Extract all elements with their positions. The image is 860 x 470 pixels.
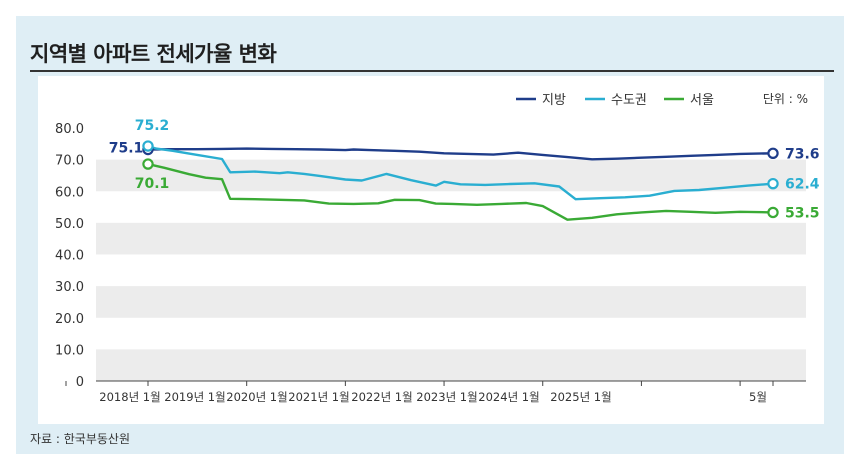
end-marker (767, 177, 779, 190)
start-value-label: 75.2 (135, 118, 170, 134)
x-tick-label: 2024년 1월 (478, 390, 539, 404)
end-marker (767, 147, 779, 160)
y-tick-label: 10.0 (55, 343, 84, 358)
grid-band (96, 222, 806, 255)
source-note: 자료 : 한국부동산원 (30, 432, 130, 446)
plot-panel: 2018년 1월 2019년 1월 2020년 1월 2021년 1월 2022년 1월… (38, 76, 824, 424)
x-tick-label: 5월 (749, 390, 767, 404)
legend-label: 수도권 (611, 93, 647, 108)
x-tick-label: 2023년 1월 (416, 390, 477, 404)
legend-label: 서울 (690, 93, 714, 108)
x-tick-label: 2020년 1월 (226, 390, 287, 404)
series-lines (147, 144, 774, 221)
grid-band (96, 159, 806, 192)
x-tick-label: 2019년 1월 (164, 390, 225, 404)
end-value-label: 53.5 (785, 205, 820, 221)
title-divider (30, 70, 834, 72)
x-tick-label: 2022년 1월 (351, 390, 412, 404)
series-line (147, 162, 774, 221)
y-axis: 0 10.0 20.0 30.0 40.0 50.0 60.0 70.0 80.0 (55, 122, 84, 390)
legend: 지방 수도권 서울 (516, 93, 714, 108)
end-value-label: 62.4 (785, 177, 820, 193)
series-line (147, 147, 774, 161)
start-marker (142, 140, 154, 152)
unit-label: 단위 : % (763, 92, 808, 106)
x-tick-label: 2021년 1월 (288, 390, 349, 404)
x-tick-label: 2018년 1월 (99, 390, 160, 404)
y-tick-label: 0 (76, 375, 84, 390)
chart-card: 지역별 아파트 전세가율 변화 2018년 1월 2019년 1월 2020년 1월… (16, 16, 844, 454)
data-labels: 75.1 73.6 75.2 62.4 70.1 53.5 (109, 118, 820, 221)
x-axis: 2018년 1월 2019년 1월 2020년 1월 2021년 1월 2022년 1월… (65, 380, 806, 404)
chart-title: 지역별 아파트 전세가율 변화 (30, 42, 277, 66)
y-tick-label: 60.0 (55, 185, 84, 200)
y-tick-label: 20.0 (55, 312, 84, 327)
y-tick-label: 70.0 (55, 154, 84, 169)
grid-bands (96, 159, 806, 381)
start-value-label: 75.1 (109, 141, 144, 157)
y-tick-label: 50.0 (55, 217, 84, 232)
start-marker (142, 158, 154, 170)
grid-band (96, 286, 806, 318)
series-markers (142, 140, 779, 219)
start-value-label: 70.1 (135, 176, 170, 192)
series-line (147, 144, 774, 201)
y-tick-label: 80.0 (55, 122, 84, 137)
y-tick-label: 40.0 (55, 249, 84, 264)
legend-label: 지방 (542, 93, 566, 108)
line-chart: 2018년 1월 2019년 1월 2020년 1월 2021년 1월 2022년 1월… (55, 92, 820, 404)
end-value-label: 73.6 (785, 146, 820, 162)
x-tick-label: 2025년 1월 (550, 390, 611, 404)
grid-band (96, 349, 806, 381)
y-tick-label: 30.0 (55, 280, 84, 295)
end-marker (767, 206, 779, 219)
